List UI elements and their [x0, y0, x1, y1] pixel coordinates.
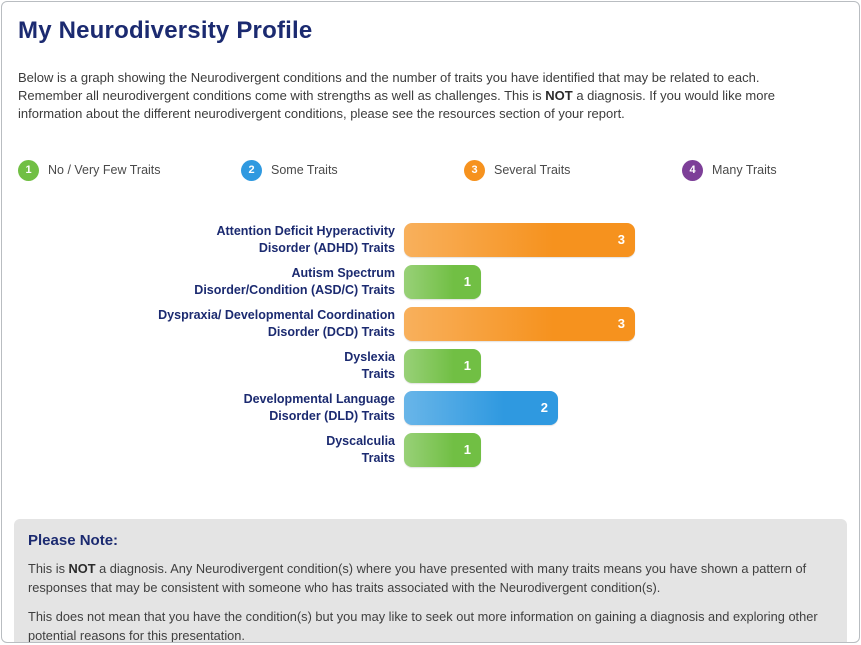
- note-p1-bold-not: NOT: [68, 560, 96, 576]
- bar-asd: 1: [404, 264, 481, 299]
- trait-scale-legend: 1 No / Very Few Traits 2 Some Traits 3 S…: [18, 159, 843, 181]
- chart-row-dcd: Dyspraxia/ Developmental Coordination Di…: [18, 303, 843, 345]
- legend-label-some-traits: Some Traits: [271, 163, 338, 178]
- bar-label-adhd: Attention Deficit Hyperactivity Disorder…: [216, 223, 395, 255]
- note-p1-part2: a diagnosis. Any Neurodivergent conditio…: [28, 560, 807, 595]
- legend-item-many-traits: 4 Many Traits: [682, 159, 843, 181]
- note-p1-part1: This is: [28, 560, 69, 576]
- traits-bar-chart: Attention Deficit Hyperactivity Disorder…: [18, 219, 843, 471]
- bar-adhd: 3: [404, 222, 635, 257]
- bar-value-dcd: 3: [617, 316, 625, 332]
- chart-row-dyslexia: Dyslexia Traits 1: [18, 345, 843, 387]
- legend-label-several-traits: Several Traits: [494, 163, 571, 178]
- legend-item-several-traits: 3 Several Traits: [464, 159, 682, 181]
- chart-row-dyscalculia: Dyscalculia Traits 1: [18, 429, 843, 471]
- intro-text: Below is a graph showing the Neurodiverg…: [18, 69, 824, 124]
- chart-row-adhd: Attention Deficit Hyperactivity Disorder…: [18, 219, 843, 261]
- bar-label-dyscalculia: Dyscalculia Traits: [326, 433, 395, 465]
- bar-value-dld: 2: [540, 400, 548, 416]
- bar-value-asd: 1: [463, 274, 471, 290]
- intro-text-part1: Below is a graph showing the Neurodiverg…: [18, 70, 760, 104]
- note-paragraph-2: This does not mean that you have the con…: [28, 608, 818, 643]
- chart-row-asd: Autism Spectrum Disorder/Condition (ASD/…: [18, 261, 843, 303]
- bar-label-dyslexia: Dyslexia Traits: [344, 349, 395, 381]
- page-title: My Neurodiversity Profile: [18, 17, 313, 44]
- bar-dyscalculia: 1: [404, 432, 481, 467]
- report-content: My Neurodiversity Profile Below is a gra…: [14, 17, 847, 471]
- note-heading: Please Note:: [28, 531, 119, 549]
- bar-value-dyslexia: 1: [463, 358, 471, 374]
- bar-label-dcd: Dyspraxia/ Developmental Coordination Di…: [158, 307, 395, 339]
- legend-dot-4-icon: 4: [682, 159, 703, 181]
- bar-value-dyscalculia: 1: [463, 442, 471, 458]
- please-note-box: Please Note: This is NOT a diagnosis. An…: [14, 518, 847, 643]
- legend-label-many-traits: Many Traits: [712, 163, 777, 178]
- intro-text-part2: a diagnosis. If you would like more info…: [18, 88, 776, 122]
- legend-dot-1-icon: 1: [18, 159, 39, 181]
- legend-label-no-very-few-traits: No / Very Few Traits: [48, 163, 161, 178]
- bar-dld: 2: [404, 390, 558, 425]
- legend-dot-3-icon: 3: [464, 159, 485, 181]
- bar-label-dld: Developmental Language Disorder (DLD) Tr…: [243, 391, 395, 423]
- legend-item-no-very-few-traits: 1 No / Very Few Traits: [18, 159, 241, 181]
- chart-row-dld: Developmental Language Disorder (DLD) Tr…: [18, 387, 843, 429]
- legend-dot-2-icon: 2: [241, 159, 262, 181]
- bar-dcd: 3: [404, 306, 635, 341]
- bar-value-adhd: 3: [617, 232, 625, 248]
- bar-label-asd: Autism Spectrum Disorder/Condition (ASD/…: [194, 265, 395, 297]
- bar-dyslexia: 1: [404, 348, 481, 383]
- note-paragraph-1: This is NOT a diagnosis. Any Neurodiverg…: [28, 559, 833, 597]
- intro-text-bold-not: NOT: [545, 88, 573, 104]
- legend-item-some-traits: 2 Some Traits: [241, 159, 464, 181]
